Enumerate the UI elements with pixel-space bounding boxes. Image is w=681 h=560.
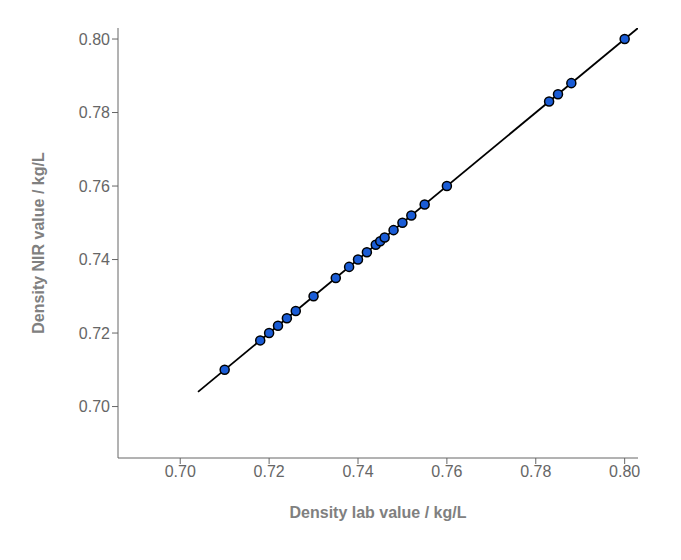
svg-text:Density lab value / kg/L: Density lab value / kg/L	[290, 504, 467, 521]
svg-text:0.72: 0.72	[79, 325, 110, 342]
svg-text:0.70: 0.70	[165, 463, 196, 480]
svg-text:0.76: 0.76	[79, 178, 110, 195]
svg-text:0.74: 0.74	[79, 251, 110, 268]
svg-text:0.80: 0.80	[609, 463, 640, 480]
svg-text:0.74: 0.74	[342, 463, 373, 480]
svg-text:0.70: 0.70	[79, 398, 110, 415]
svg-text:0.80: 0.80	[79, 31, 110, 48]
svg-text:Density NIR value / kg/L: Density NIR value / kg/L	[30, 152, 47, 334]
svg-text:0.76: 0.76	[431, 463, 462, 480]
svg-text:0.78: 0.78	[79, 104, 110, 121]
svg-text:0.78: 0.78	[520, 463, 551, 480]
svg-text:0.72: 0.72	[254, 463, 285, 480]
